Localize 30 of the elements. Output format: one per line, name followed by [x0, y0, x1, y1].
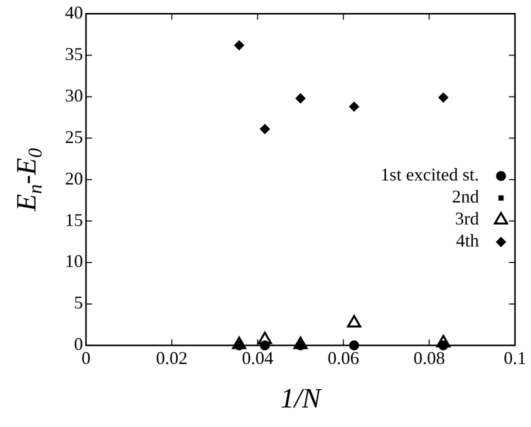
- y-tick-label: 30: [65, 85, 83, 106]
- point: [436, 334, 450, 348]
- x-tick-label: 0.06: [328, 348, 360, 368]
- y-tick-label: 20: [65, 168, 83, 188]
- y-tick-label: 35: [65, 44, 83, 64]
- legend-label: 3rd: [455, 208, 479, 229]
- point: [260, 124, 270, 134]
- x-tick-label: 0.04: [242, 348, 274, 368]
- y-tick-label: 5: [74, 292, 83, 313]
- point: [438, 92, 448, 103]
- y-tick-label: 10: [65, 251, 83, 272]
- y-tick-label: 40: [65, 2, 83, 23]
- legend-label: 4th: [456, 230, 479, 251]
- point: [234, 40, 244, 50]
- point: [232, 336, 246, 350]
- x-tick-label: 0.08: [413, 348, 445, 368]
- x-tick-label: 0.1: [504, 348, 526, 368]
- y-axis-title: En-E0: [11, 148, 47, 212]
- legend-label: 1st excited st.: [380, 164, 479, 185]
- y-tick-label: 15: [65, 210, 83, 230]
- point: [258, 332, 272, 344]
- point: [293, 336, 308, 350]
- y-tick-label: 25: [65, 126, 83, 147]
- point: [349, 102, 360, 112]
- x-tick-label: 0.02: [156, 348, 188, 368]
- legend-label: 2nd: [452, 186, 479, 207]
- x-axis-title: 1/N: [280, 383, 322, 414]
- point: [296, 93, 306, 104]
- y-tick-label: 0: [74, 334, 83, 354]
- point: [347, 315, 362, 328]
